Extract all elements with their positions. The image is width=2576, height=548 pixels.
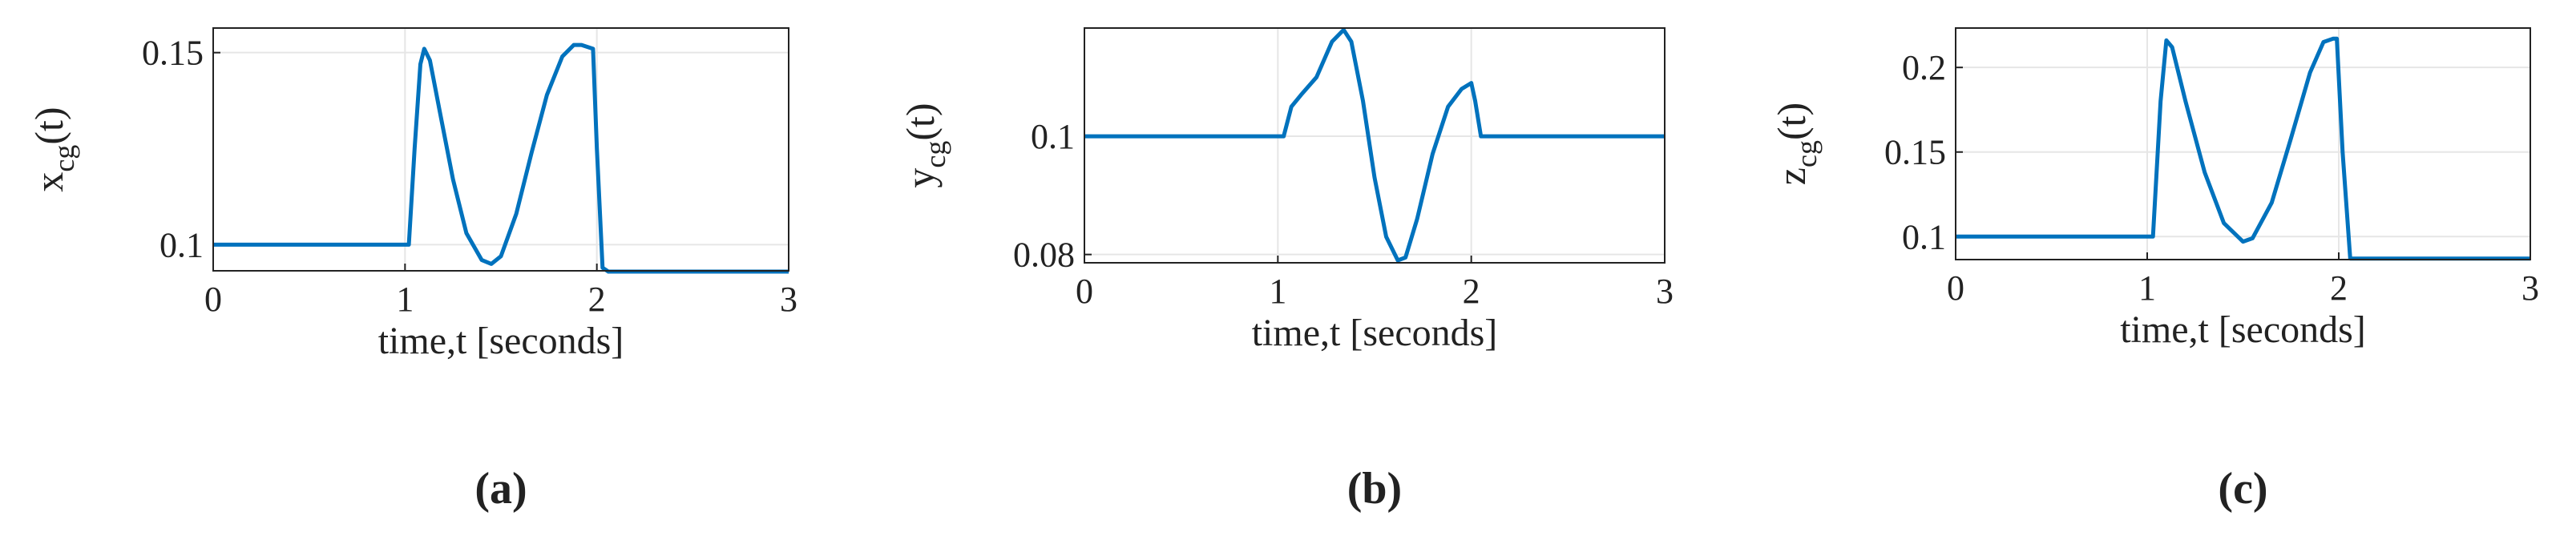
y-tick-label: 0.2 bbox=[1902, 48, 1946, 87]
caption: (b) bbox=[1347, 464, 1402, 514]
x-tick-label: 0 bbox=[204, 280, 222, 319]
plot-area bbox=[213, 28, 789, 271]
y-tick-label: 0.08 bbox=[1013, 236, 1075, 275]
plot-frame bbox=[1955, 27, 2531, 260]
x-tick-label: 0 bbox=[1947, 268, 1964, 308]
x-tick-label: 1 bbox=[396, 280, 414, 319]
y-tick-label: 0.15 bbox=[142, 34, 204, 73]
caption: (a) bbox=[474, 464, 527, 514]
panel: 0 1 2 3 0.1 0.15 time,t [seconds] xcg(t) (a) bbox=[26, 27, 797, 514]
x-tick-label: 1 bbox=[1269, 272, 1286, 311]
x-tick-label: 3 bbox=[2521, 268, 2539, 308]
y-axis-label: zcg(t) bbox=[1769, 103, 1823, 185]
y-label-sub: cg bbox=[1791, 140, 1823, 167]
y-label-tail: (t) bbox=[1769, 103, 1814, 140]
y-label-base: y bbox=[898, 168, 943, 188]
y-tick-label: 0.1 bbox=[1031, 117, 1075, 156]
y-label-base: z bbox=[1769, 167, 1814, 185]
plot-frame bbox=[1084, 27, 1666, 264]
y-tick-label: 0.1 bbox=[1902, 217, 1946, 256]
x-axis-label: time,t [seconds] bbox=[378, 320, 624, 362]
x-tick-label: 1 bbox=[2138, 268, 2156, 308]
x-tick-label: 2 bbox=[2330, 268, 2348, 308]
panel: 0 1 2 3 0.1 0.15 0.2 time,t [seconds] zcg(t) (c) bbox=[1769, 27, 2539, 514]
x-axis-label: time,t [seconds] bbox=[2120, 308, 2366, 351]
panel: 0 1 2 3 0.08 0.1 time,t [seconds] ycg(t) (b) bbox=[898, 27, 1674, 514]
data-line bbox=[1956, 36, 2530, 261]
y-tick-label: 0.15 bbox=[1884, 133, 1946, 172]
data-line bbox=[1084, 27, 1665, 263]
y-label-base: x bbox=[26, 172, 71, 192]
y-axis-label: ycg(t) bbox=[898, 103, 951, 187]
x-tick-label: 2 bbox=[588, 280, 606, 319]
caption: (c) bbox=[2218, 464, 2267, 514]
x-tick-label: 3 bbox=[1656, 272, 1674, 311]
plot-frame bbox=[212, 27, 789, 272]
y-label-tail: (t) bbox=[898, 103, 943, 140]
x-tick-label: 0 bbox=[1076, 272, 1093, 311]
x-tick-label: 2 bbox=[1463, 272, 1480, 311]
y-axis-label: xcg(t) bbox=[26, 107, 80, 191]
plot-area bbox=[1956, 28, 2530, 260]
y-label-tail: (t) bbox=[26, 107, 71, 144]
y-label-sub: cg bbox=[919, 141, 951, 168]
data-line bbox=[213, 42, 789, 274]
plot-area bbox=[1084, 28, 1665, 263]
y-tick-label: 0.1 bbox=[159, 225, 204, 264]
x-axis-label: time,t [seconds] bbox=[1252, 312, 1498, 354]
y-label-sub: cg bbox=[48, 145, 80, 172]
x-tick-label: 3 bbox=[780, 280, 797, 319]
